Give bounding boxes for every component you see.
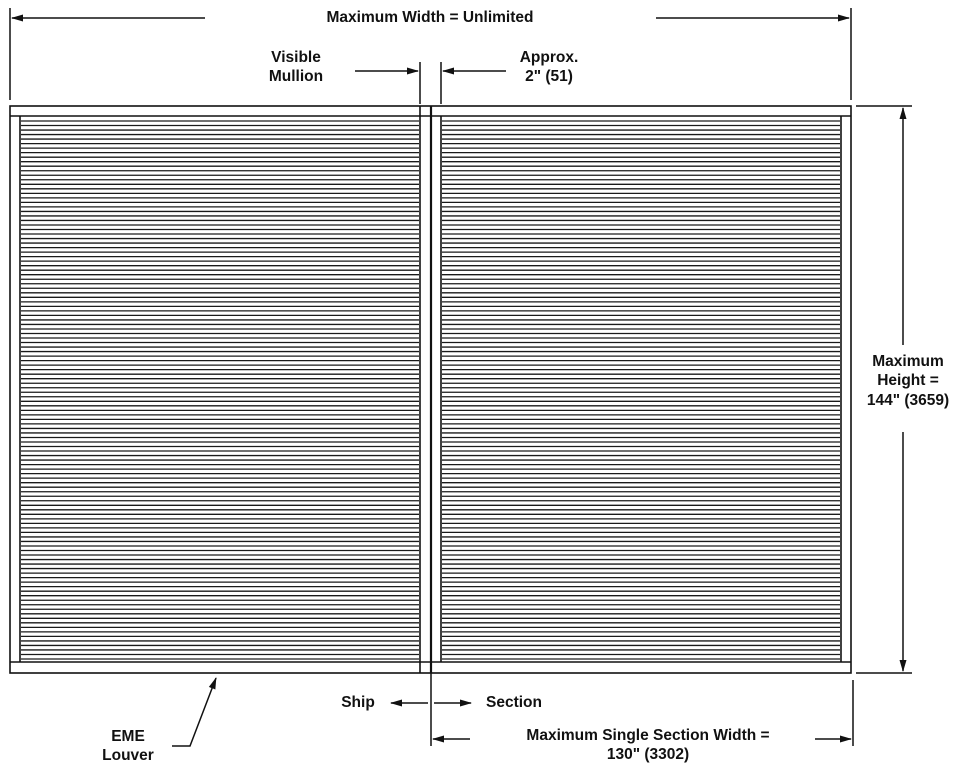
louver-section-left <box>21 120 419 660</box>
ship-label: Ship <box>341 694 375 711</box>
louver-frame <box>9 105 852 674</box>
max-width-label: Maximum Width = Unlimited <box>326 9 534 26</box>
visible-mullion-label: Visible Mullion <box>268 49 324 86</box>
max-height-label: Maximum Height = 144" (3659) <box>866 353 950 409</box>
max-section-width-label: Maximum Single Section Width = 130" (330… <box>526 727 770 764</box>
section-label: Section <box>486 694 542 711</box>
louver-section-right <box>442 120 840 660</box>
eme-louver-leader <box>172 677 217 747</box>
eme-louver-label: EME Louver <box>102 728 154 765</box>
dimension-lines <box>9 8 912 747</box>
approx-width-label: Approx. 2" (51) <box>519 49 579 86</box>
